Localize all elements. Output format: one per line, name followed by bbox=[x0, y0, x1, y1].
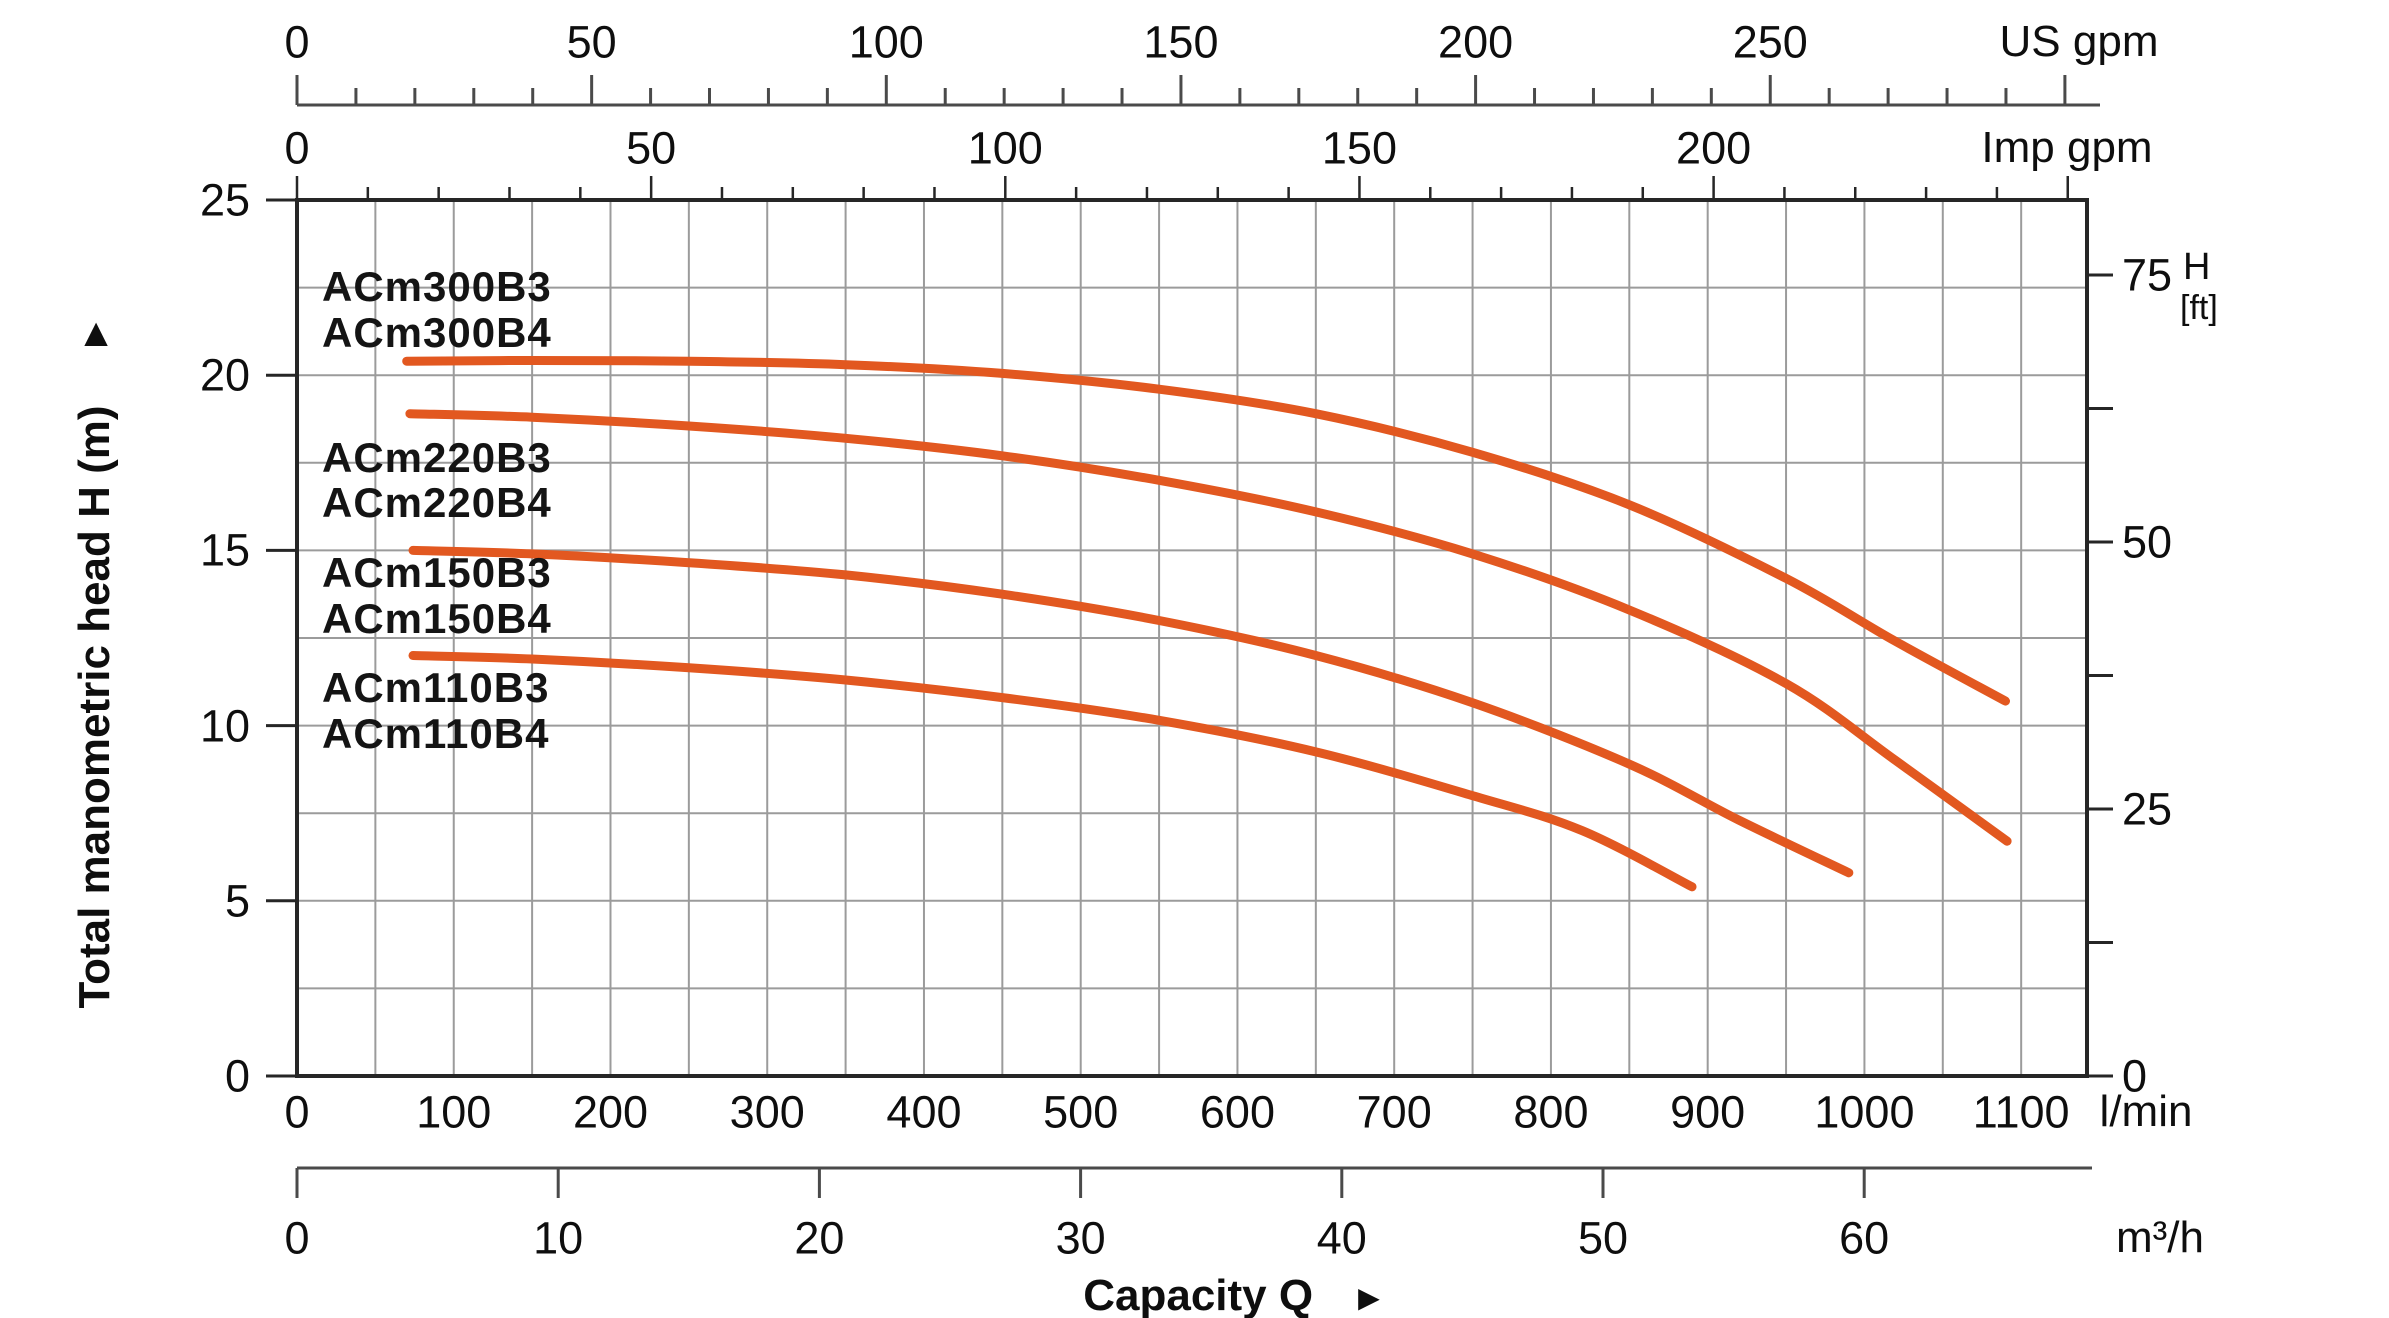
right-axis-ticks bbox=[2087, 273, 2113, 1078]
series-label-acm110b3: ACm110B3 bbox=[322, 664, 550, 711]
gridlines bbox=[297, 200, 2087, 1076]
left-axis-ticks bbox=[266, 198, 296, 1078]
m3h-tick-label: 60 bbox=[1839, 1212, 1890, 1264]
lmin-tick-label: 700 bbox=[1356, 1086, 1432, 1138]
imp-gpm-tick-label: 200 bbox=[1676, 122, 1752, 174]
series-label-acm150b4: ACm150B4 bbox=[322, 595, 552, 642]
up-arrow-icon: ▲ bbox=[76, 311, 116, 355]
curve-0 bbox=[402, 355, 2010, 706]
lmin-tick-label: 100 bbox=[416, 1086, 492, 1138]
series-label-acm300b3: ACm300B3 bbox=[322, 263, 552, 310]
head-m-tick-label: 5 bbox=[224, 875, 250, 927]
us-gpm-ruler bbox=[295, 75, 2100, 107]
pump-curves bbox=[402, 355, 2012, 892]
us-gpm-tick-label: 50 bbox=[566, 16, 617, 68]
us-gpm-unit-label: US gpm bbox=[1999, 17, 2159, 66]
head-m-tick-label: 20 bbox=[199, 349, 250, 401]
right-axis-title-h: H bbox=[2183, 246, 2211, 288]
series-label-acm220b3: ACm220B3 bbox=[322, 434, 552, 481]
lmin-tick-label: 300 bbox=[729, 1086, 805, 1138]
lmin-tick-label: 200 bbox=[572, 1086, 649, 1138]
series-label-acm300b4: ACm300B4 bbox=[322, 309, 552, 356]
curve-1 bbox=[405, 409, 2012, 846]
us-gpm-tick-label: 100 bbox=[848, 16, 924, 68]
head-ft-tick-label: 25 bbox=[2122, 783, 2173, 835]
us-gpm-tick-label: 200 bbox=[1438, 16, 1514, 68]
head-ft-tick-label: 0 bbox=[2122, 1050, 2148, 1102]
imp-gpm-tick-label: 0 bbox=[284, 122, 310, 174]
m3h-tick-label: 50 bbox=[1577, 1212, 1629, 1264]
m3h-tick-label: 40 bbox=[1316, 1212, 1367, 1264]
m3h-tick-label: 30 bbox=[1055, 1212, 1106, 1264]
us-gpm-tick-label: 150 bbox=[1143, 16, 1219, 68]
m3h-tick-label: 20 bbox=[794, 1212, 845, 1264]
lmin-tick-label: 800 bbox=[1513, 1086, 1589, 1138]
head-ft-tick-label: 75 bbox=[2122, 249, 2173, 301]
imp-gpm-tick-label: 100 bbox=[967, 122, 1043, 174]
curve-2 bbox=[408, 545, 1854, 878]
imp-gpm-tick-label: 50 bbox=[626, 122, 677, 174]
x-axis-title: Capacity Q ► bbox=[1083, 1274, 1387, 1318]
lmin-tick-label: 600 bbox=[1199, 1086, 1275, 1138]
head-m-tick-label: 25 bbox=[199, 174, 250, 226]
lmin-tick-label: 1000 bbox=[1814, 1086, 1915, 1138]
series-label-acm150b3: ACm150B3 bbox=[322, 549, 552, 596]
right-arrow-icon: ► bbox=[1351, 1277, 1387, 1318]
m3h-unit-label: m³/h bbox=[2116, 1213, 2204, 1262]
m3h-ruler bbox=[295, 1166, 2092, 1198]
series-label-acm220b4: ACm220B4 bbox=[322, 479, 552, 526]
us-gpm-tick-label: 250 bbox=[1732, 16, 1808, 68]
lmin-tick-label: 1100 bbox=[1972, 1086, 2070, 1138]
us-gpm-tick-label: 0 bbox=[284, 16, 310, 68]
imp-gpm-unit-label: Imp gpm bbox=[1981, 123, 2153, 172]
y-axis-title: Total manometric head H (m) bbox=[70, 405, 119, 1009]
lmin-tick-label: 900 bbox=[1670, 1086, 1746, 1138]
curve-3 bbox=[408, 651, 1697, 892]
lmin-unit-label: l/min bbox=[2099, 1087, 2193, 1136]
lmin-tick-label: 500 bbox=[1043, 1086, 1119, 1138]
plot-border bbox=[295, 198, 2089, 1078]
head-m-tick-label: 15 bbox=[199, 524, 250, 576]
series-label-acm110b4: ACm110B4 bbox=[322, 710, 550, 757]
right-axis-title-ft: [ft] bbox=[2180, 289, 2218, 327]
lmin-tick-label: 400 bbox=[886, 1086, 962, 1138]
x-axis-title-text: Capacity Q bbox=[1083, 1271, 1314, 1318]
m3h-tick-label: 0 bbox=[284, 1212, 310, 1264]
imp-gpm-ticks bbox=[295, 176, 2069, 200]
lmin-tick-label: 0 bbox=[284, 1086, 310, 1138]
head-m-tick-label: 10 bbox=[199, 700, 250, 752]
m3h-tick-label: 10 bbox=[533, 1212, 584, 1264]
imp-gpm-tick-label: 150 bbox=[1321, 122, 1397, 174]
head-m-tick-label: 0 bbox=[224, 1050, 250, 1102]
head-ft-tick-label: 50 bbox=[2122, 516, 2173, 568]
